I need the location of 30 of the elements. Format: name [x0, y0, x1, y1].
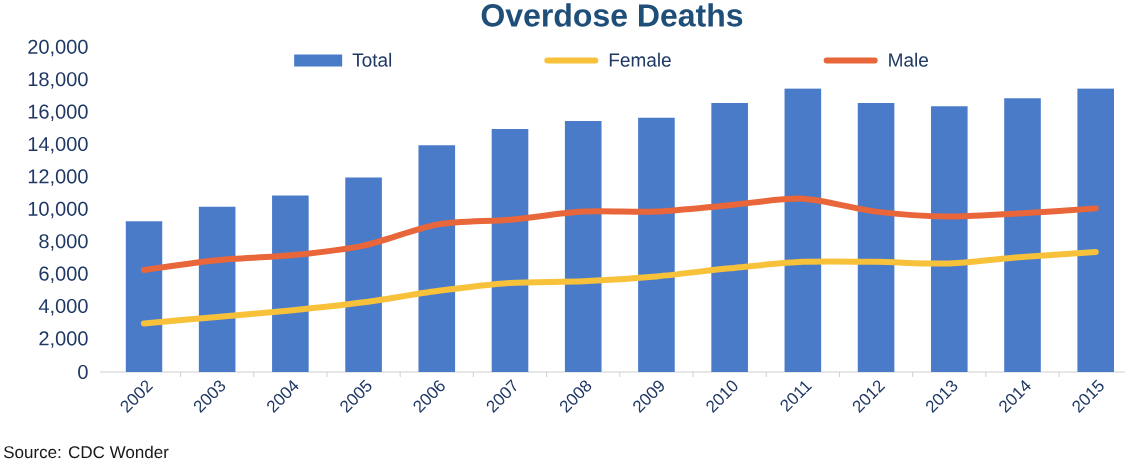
bar	[711, 103, 748, 372]
legend-label: Total	[352, 52, 392, 67]
legend-label: Female	[609, 52, 671, 67]
bar	[1077, 88, 1115, 372]
y-tick-label: 8,000	[39, 234, 88, 251]
y-tick-label: 10,000	[28, 201, 88, 219]
y-tick-label: 18,000	[28, 72, 88, 89]
y-tick-label: 0	[78, 364, 88, 380]
bar	[784, 88, 822, 372]
legend-label: Male	[889, 52, 928, 67]
bar	[272, 195, 309, 372]
y-tick-label: 12,000	[28, 169, 88, 186]
bar	[491, 129, 529, 372]
y-tick-label: 4,000	[38, 298, 88, 316]
bar	[564, 120, 602, 372]
bar	[125, 221, 163, 372]
chart-title: Overdose Deaths	[481, 3, 743, 27]
bar	[638, 117, 675, 372]
y-tick-label: 20,000	[28, 39, 88, 57]
bar	[1004, 98, 1041, 372]
bar	[857, 103, 895, 372]
bar	[418, 145, 456, 372]
source-note: Source: CDC Wonder	[3, 445, 169, 459]
y-tick-label: 6,000	[39, 266, 88, 284]
y-tick-label: 2,000	[39, 331, 88, 348]
bar	[345, 177, 382, 372]
bar	[930, 106, 968, 372]
y-tick-label: 14,000	[28, 136, 88, 154]
bar	[198, 206, 236, 372]
y-tick-label: 16,000	[28, 104, 88, 122]
